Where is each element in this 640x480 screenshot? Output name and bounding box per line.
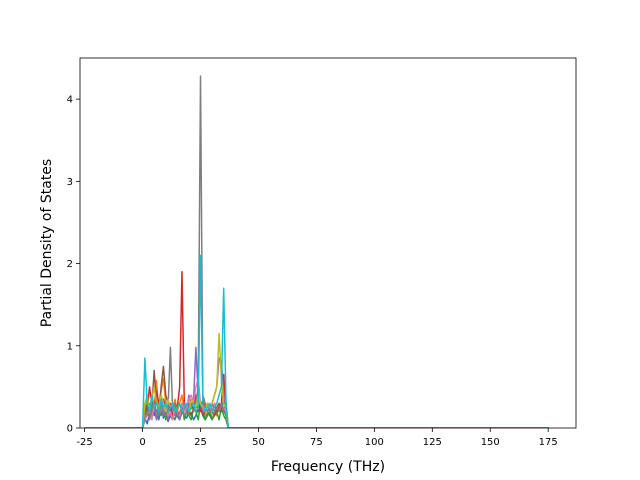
y-tick-label: 1 [67,341,73,352]
series-line-8 [84,75,549,428]
y-tick-label: 0 [67,424,73,435]
plot-frame [79,57,577,429]
x-tick-label: 100 [365,437,384,448]
y-tick-label: 2 [67,259,73,270]
y-tick-label: 3 [67,177,73,188]
x-tick-label: 75 [310,437,323,448]
x-axis: -25 0 25 50 75 100 125 150 175 [76,428,558,448]
x-tick-label: 25 [194,437,207,448]
x-axis-title: Frequency (THz) [271,459,385,475]
y-tick-label: 4 [67,95,73,106]
x-tick-label: 50 [252,437,265,448]
x-tick-label: 125 [423,437,442,448]
x-tick-label: -25 [76,437,92,448]
series-line-10 [84,254,549,428]
y-axis-title: Partial Density of States [39,159,55,327]
series-layer [84,75,549,428]
y-axis: 0 1 2 3 4 [67,95,80,435]
x-tick-label: 175 [539,437,558,448]
x-tick-label: 150 [481,437,500,448]
x-tick-label: 0 [139,437,145,448]
